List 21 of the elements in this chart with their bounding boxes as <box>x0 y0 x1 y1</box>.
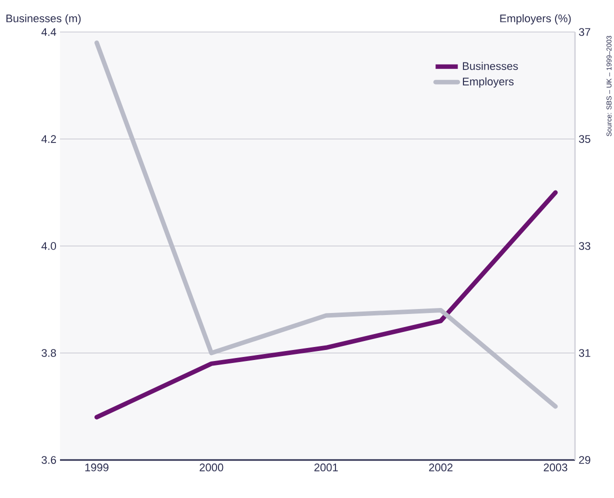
y2-tick-label: 29 <box>579 456 590 464</box>
y2-axis-title: Employers (%) <box>500 14 571 24</box>
line-series <box>94 40 558 409</box>
x-tick-label: 2001 <box>314 464 338 472</box>
y2-tick-label: 31 <box>578 349 590 357</box>
legend-label: Employers <box>462 77 514 88</box>
y-tick-label: 4.4 <box>41 28 56 36</box>
y2-tick-label: 35 <box>578 135 590 143</box>
y-tick-label: 4.0 <box>41 242 56 250</box>
x-tick-label: 2002 <box>429 464 452 472</box>
y-tick-label: 3.8 <box>42 349 56 357</box>
legend-label: Businesses <box>462 62 518 70</box>
x-tick-label: 2000 <box>200 464 224 472</box>
y-tick-label: 3.6 <box>42 456 56 464</box>
y-tick-label: 4.2 <box>41 135 56 143</box>
y2-tick-label: 33 <box>578 242 590 250</box>
x-tick-label: 2003 <box>544 464 568 472</box>
y-axis-title: Businesses (m) <box>6 14 81 24</box>
line-series <box>94 190 558 420</box>
y2-tick-label: 37 <box>578 28 590 36</box>
x-tick-label: 1999 <box>85 464 108 472</box>
